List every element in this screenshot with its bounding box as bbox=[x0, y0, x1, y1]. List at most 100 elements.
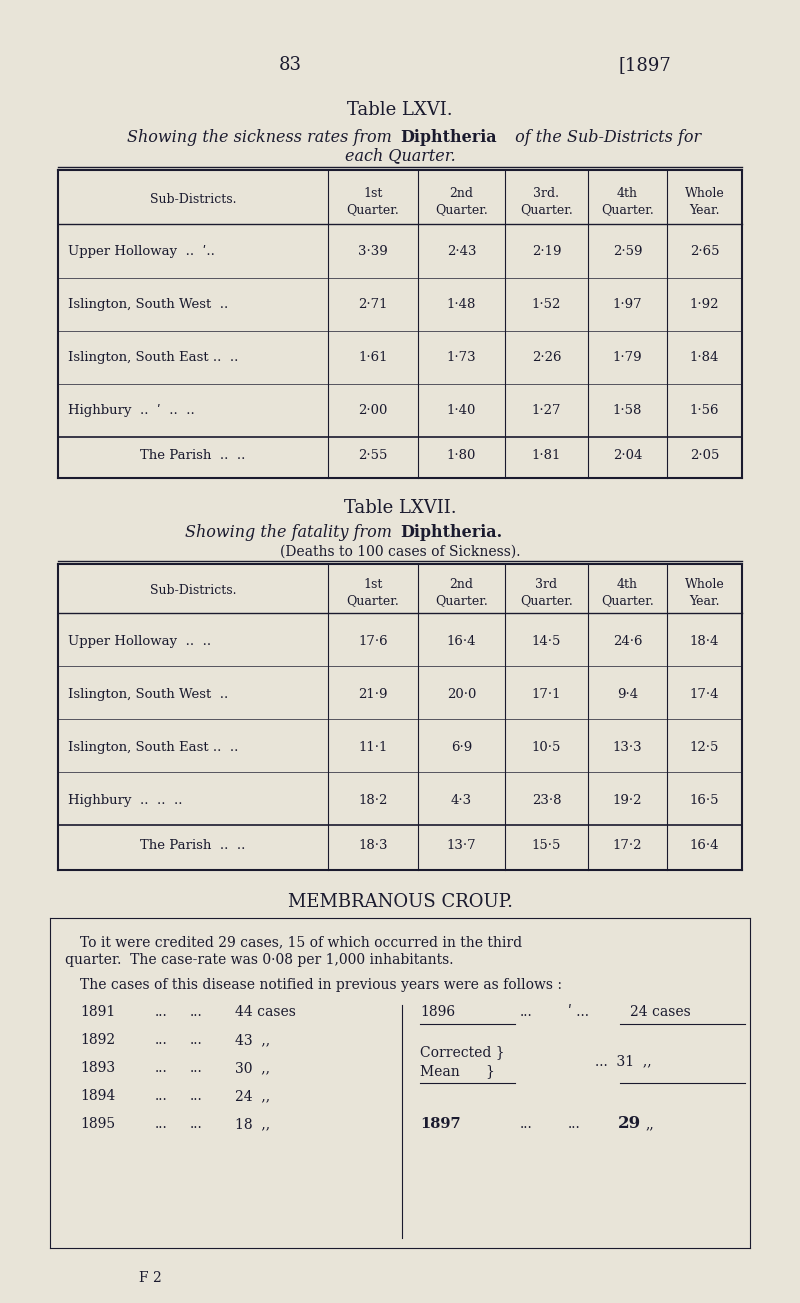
Text: 17·1: 17·1 bbox=[532, 688, 562, 701]
Text: 43  ,,: 43 ,, bbox=[235, 1033, 270, 1048]
Text: To it were credited 29 cases, 15 of which occurred in the third: To it were credited 29 cases, 15 of whic… bbox=[80, 936, 522, 949]
Text: 2·55: 2·55 bbox=[358, 448, 388, 461]
Text: 6·9: 6·9 bbox=[451, 740, 472, 753]
Text: 3rd: 3rd bbox=[535, 577, 558, 590]
Text: 13·3: 13·3 bbox=[613, 740, 642, 753]
Text: ...: ... bbox=[155, 1061, 168, 1075]
Text: Islington, South East ..  ..: Islington, South East .. .. bbox=[68, 351, 238, 364]
Text: ,,: ,, bbox=[645, 1117, 654, 1131]
Text: 4th: 4th bbox=[617, 577, 638, 590]
Text: Mean      }: Mean } bbox=[420, 1065, 495, 1078]
Text: The cases of this disease notified in previous years were as follows :: The cases of this disease notified in pr… bbox=[80, 979, 562, 992]
Text: 1st: 1st bbox=[363, 186, 382, 199]
Text: Corrected }: Corrected } bbox=[420, 1045, 505, 1059]
Text: 44 cases: 44 cases bbox=[235, 1005, 296, 1019]
Text: Islington, South West  ..: Islington, South West .. bbox=[68, 688, 228, 701]
Text: Quarter.: Quarter. bbox=[435, 594, 488, 607]
Text: 3·39: 3·39 bbox=[358, 245, 388, 258]
Text: 9·4: 9·4 bbox=[617, 688, 638, 701]
Text: 18  ,,: 18 ,, bbox=[235, 1117, 270, 1131]
Text: Sub-Districts.: Sub-Districts. bbox=[150, 193, 236, 206]
Text: 1897: 1897 bbox=[420, 1117, 461, 1131]
Text: The Parish  ..  ..: The Parish .. .. bbox=[140, 448, 246, 461]
Text: 1·92: 1·92 bbox=[690, 297, 719, 310]
Text: 18·3: 18·3 bbox=[358, 839, 388, 851]
Text: quarter.  The case-rate was 0·08 per 1,000 inhabitants.: quarter. The case-rate was 0·08 per 1,00… bbox=[65, 952, 454, 967]
Text: 1894: 1894 bbox=[80, 1089, 115, 1104]
Text: 1895: 1895 bbox=[80, 1117, 115, 1131]
Text: [1897: [1897 bbox=[618, 56, 671, 74]
Text: Year.: Year. bbox=[690, 594, 720, 607]
Text: 11·1: 11·1 bbox=[358, 740, 388, 753]
Text: Sub-Districts.: Sub-Districts. bbox=[150, 584, 236, 597]
Text: 2·04: 2·04 bbox=[613, 448, 642, 461]
Text: 2·65: 2·65 bbox=[690, 245, 719, 258]
Text: ...: ... bbox=[155, 1005, 168, 1019]
Text: 19·2: 19·2 bbox=[613, 794, 642, 807]
Text: 1·80: 1·80 bbox=[447, 448, 476, 461]
Text: 1·84: 1·84 bbox=[690, 351, 719, 364]
Text: ...: ... bbox=[155, 1117, 168, 1131]
Text: 1896: 1896 bbox=[420, 1005, 455, 1019]
Text: 13·7: 13·7 bbox=[446, 839, 476, 851]
Text: 1·73: 1·73 bbox=[446, 351, 476, 364]
Text: 18·2: 18·2 bbox=[358, 794, 388, 807]
Text: 2nd: 2nd bbox=[450, 186, 474, 199]
Text: 83: 83 bbox=[278, 56, 302, 74]
Text: 21·9: 21·9 bbox=[358, 688, 388, 701]
Text: ...  31  ,,: ... 31 ,, bbox=[595, 1054, 652, 1068]
Text: 2·00: 2·00 bbox=[358, 404, 388, 417]
Text: 2·26: 2·26 bbox=[532, 351, 562, 364]
Text: ...: ... bbox=[568, 1117, 581, 1131]
Text: Table LXVI.: Table LXVI. bbox=[347, 102, 453, 119]
Text: Quarter.: Quarter. bbox=[435, 203, 488, 216]
Text: ʹ ...: ʹ ... bbox=[568, 1005, 589, 1019]
Text: 16·5: 16·5 bbox=[690, 794, 719, 807]
Text: 18·4: 18·4 bbox=[690, 635, 719, 648]
Text: 1·52: 1·52 bbox=[532, 297, 561, 310]
Text: each Quarter.: each Quarter. bbox=[345, 147, 455, 164]
Text: ...: ... bbox=[520, 1005, 533, 1019]
Text: Whole: Whole bbox=[685, 577, 724, 590]
Text: Upper Holloway  ..  ..: Upper Holloway .. .. bbox=[68, 635, 211, 648]
Text: 1·97: 1·97 bbox=[613, 297, 642, 310]
Text: 1891: 1891 bbox=[80, 1005, 115, 1019]
Text: ...: ... bbox=[190, 1033, 202, 1048]
Text: 1·61: 1·61 bbox=[358, 351, 388, 364]
Text: 24·6: 24·6 bbox=[613, 635, 642, 648]
Text: Quarter.: Quarter. bbox=[601, 203, 654, 216]
Text: 4·3: 4·3 bbox=[451, 794, 472, 807]
Text: 23·8: 23·8 bbox=[532, 794, 562, 807]
Text: 1st: 1st bbox=[363, 577, 382, 590]
Text: Showing the sickness rates from: Showing the sickness rates from bbox=[127, 129, 397, 146]
Text: Highbury  ..  ..  ..: Highbury .. .. .. bbox=[68, 794, 182, 807]
Text: 24  ,,: 24 ,, bbox=[235, 1089, 270, 1104]
Text: Quarter.: Quarter. bbox=[520, 203, 573, 216]
Text: 17·6: 17·6 bbox=[358, 635, 388, 648]
Text: Quarter.: Quarter. bbox=[520, 594, 573, 607]
Text: 1893: 1893 bbox=[80, 1061, 115, 1075]
Text: of the Sub-Districts for: of the Sub-Districts for bbox=[510, 129, 701, 146]
Text: ...: ... bbox=[155, 1089, 168, 1104]
Text: 4th: 4th bbox=[617, 186, 638, 199]
Text: 2·05: 2·05 bbox=[690, 448, 719, 461]
Text: 14·5: 14·5 bbox=[532, 635, 561, 648]
Text: ...: ... bbox=[190, 1061, 202, 1075]
Text: 1·48: 1·48 bbox=[447, 297, 476, 310]
Text: Diphtheria: Diphtheria bbox=[400, 129, 497, 146]
Text: Showing the fatality from: Showing the fatality from bbox=[185, 524, 397, 541]
Text: ...: ... bbox=[520, 1117, 533, 1131]
Text: ...: ... bbox=[190, 1117, 202, 1131]
Text: The Parish  ..  ..: The Parish .. .. bbox=[140, 839, 246, 851]
Text: 3rd.: 3rd. bbox=[534, 186, 559, 199]
Text: 15·5: 15·5 bbox=[532, 839, 561, 851]
Text: 10·5: 10·5 bbox=[532, 740, 561, 753]
Text: 20·0: 20·0 bbox=[447, 688, 476, 701]
Text: ...: ... bbox=[190, 1089, 202, 1104]
Text: Diphtheria.: Diphtheria. bbox=[400, 524, 502, 541]
Text: Highbury  ..  ʹ  ..  ..: Highbury .. ʹ .. .. bbox=[68, 404, 194, 417]
Text: 2·43: 2·43 bbox=[446, 245, 476, 258]
Text: ...: ... bbox=[155, 1033, 168, 1048]
Text: Quarter.: Quarter. bbox=[346, 594, 399, 607]
Text: Quarter.: Quarter. bbox=[346, 203, 399, 216]
